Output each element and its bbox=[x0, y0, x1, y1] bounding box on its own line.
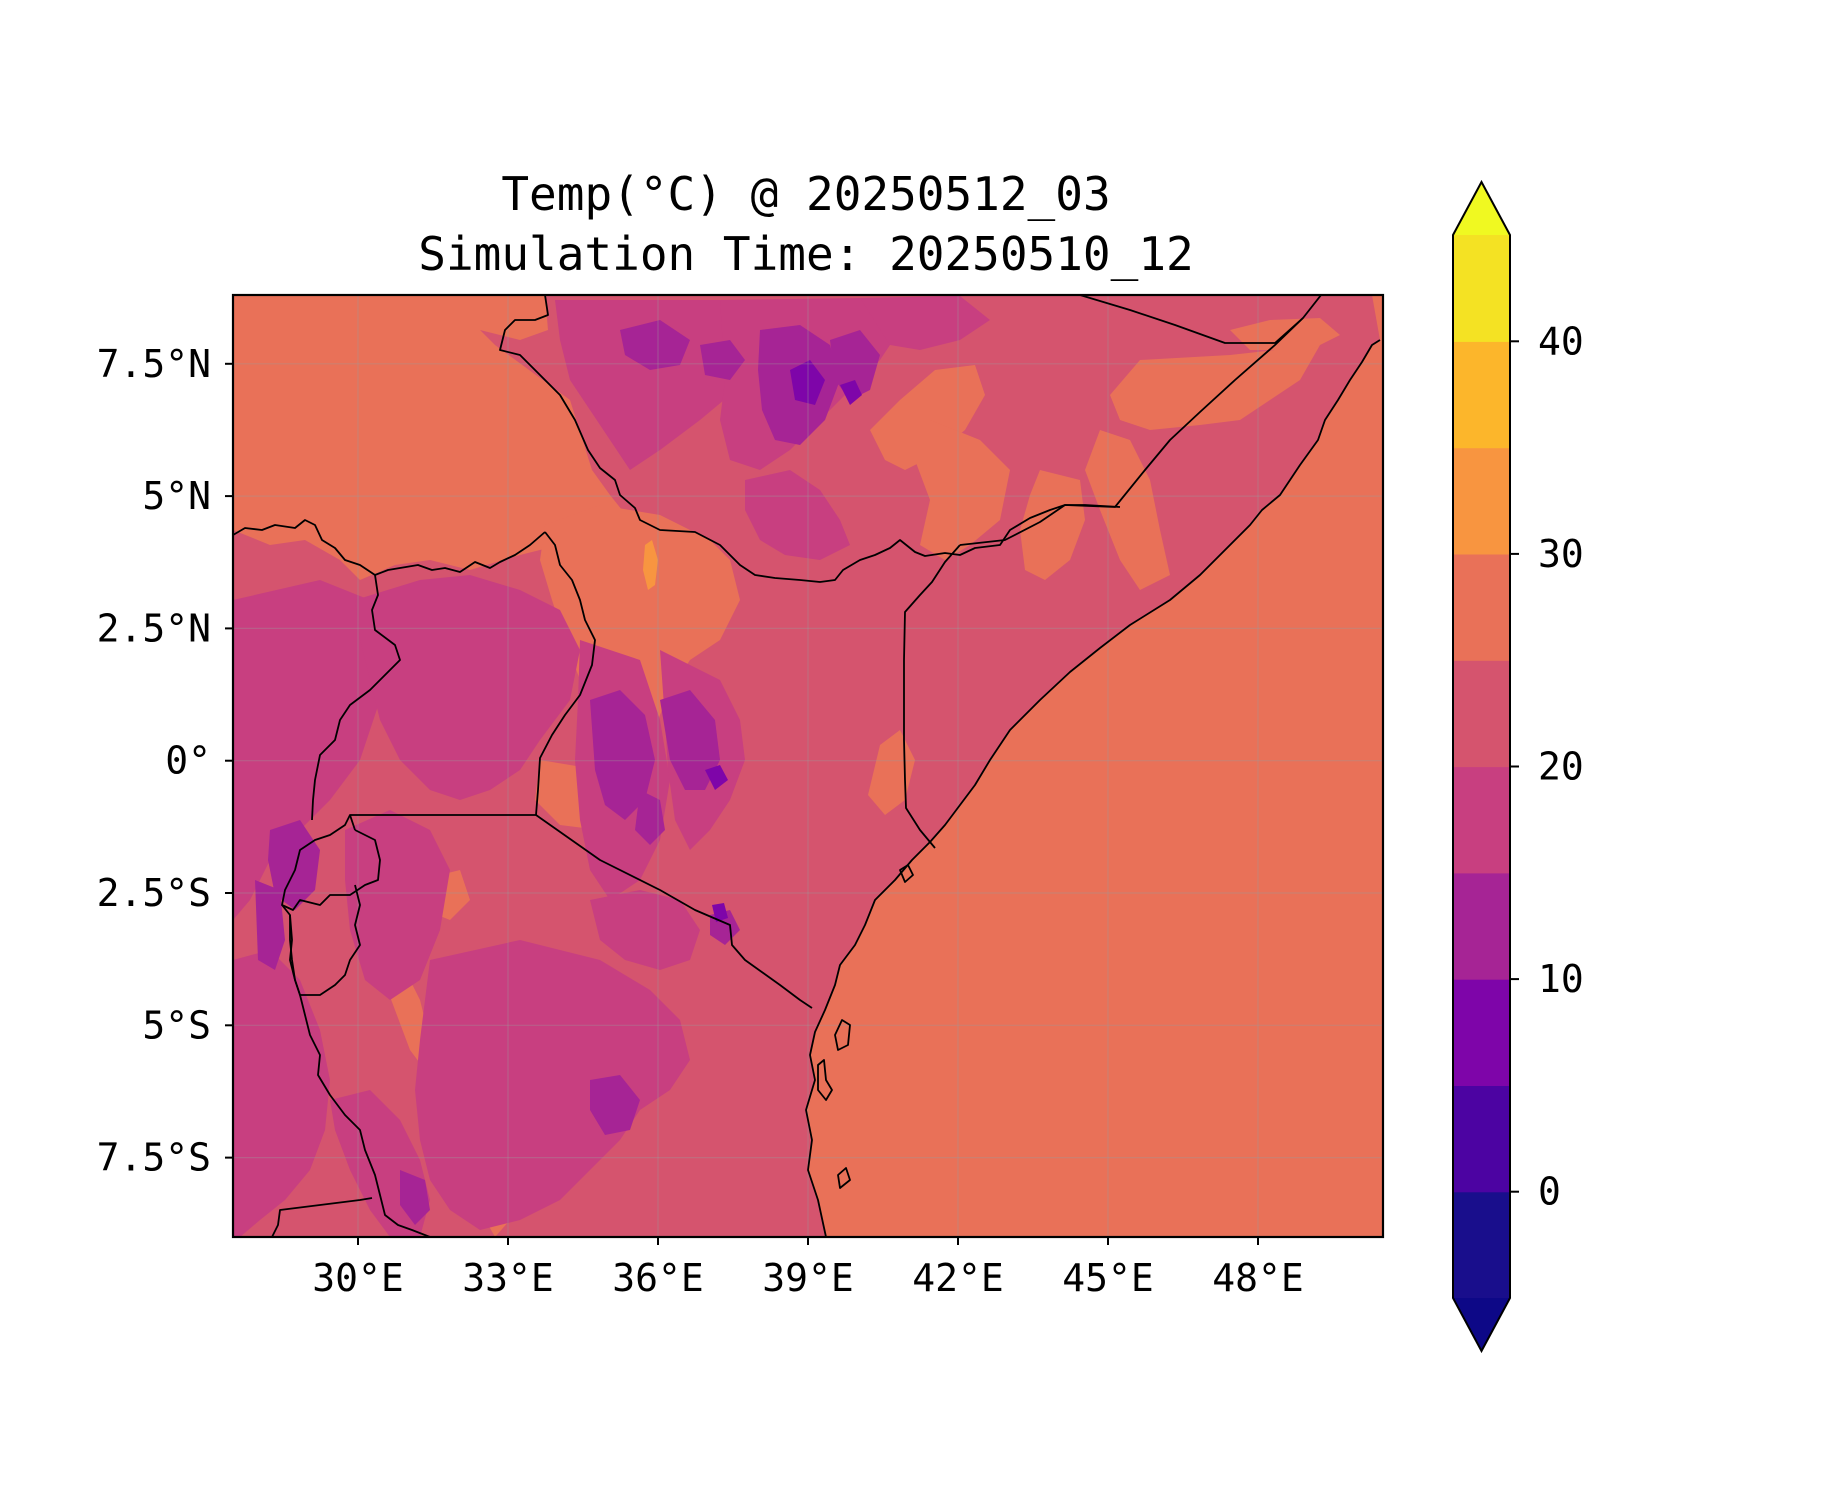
colorbar-band bbox=[1453, 660, 1510, 768]
island-zanzibar bbox=[834, 1019, 851, 1051]
longitude-ticks: 30°E 33°E 36°E 39°E 42°E 45°E 48°E bbox=[312, 1237, 1304, 1300]
coldest-peaks bbox=[705, 360, 862, 922]
colorbar-band bbox=[1453, 1085, 1510, 1193]
x-tick-label: 33°E bbox=[462, 1256, 554, 1300]
colorbar-band bbox=[1453, 766, 1510, 874]
y-tick-label: 5°N bbox=[142, 474, 211, 518]
colorbar-over-arrow bbox=[1453, 182, 1510, 235]
y-tick-label: 0° bbox=[165, 739, 211, 783]
country-borders bbox=[233, 295, 1381, 1237]
colorbar bbox=[1452, 179, 1511, 1354]
colorbar-band bbox=[1453, 553, 1510, 661]
border-south-sudan-ethiopia bbox=[499, 295, 1121, 583]
colorbar-band bbox=[1453, 1191, 1510, 1299]
colorbar-under-arrow bbox=[1453, 1298, 1510, 1351]
cold-highland-patches bbox=[255, 320, 880, 1225]
colorbar-band bbox=[1453, 235, 1510, 342]
coastline bbox=[805, 339, 1381, 1237]
border-burundi-tanzania bbox=[289, 884, 361, 996]
colorbar-band bbox=[1453, 979, 1510, 1086]
x-tick-label: 42°E bbox=[912, 1256, 1004, 1300]
border-drc-uganda bbox=[311, 574, 401, 821]
colorbar-band bbox=[1453, 872, 1510, 980]
border-zambia-tanzania bbox=[271, 1197, 373, 1237]
border-ethiopia-somalia bbox=[959, 295, 1323, 546]
x-tick-label: 30°E bbox=[312, 1256, 404, 1300]
border-rwanda-burundi bbox=[281, 814, 381, 911]
island-mafia bbox=[817, 1059, 833, 1101]
island-lamu bbox=[899, 864, 914, 883]
graticule-gridlines bbox=[233, 295, 1383, 1237]
border-tanzania-north bbox=[349, 814, 536, 831]
y-tick-label: 7.5°N bbox=[97, 342, 211, 386]
colorbar-tick-label: 20 bbox=[1538, 745, 1584, 789]
y-tick-label: 2.5°S bbox=[97, 871, 211, 915]
colorbar-tick-label: 10 bbox=[1538, 957, 1584, 1001]
border-kenya-tanzania bbox=[535, 814, 813, 1009]
border-uganda bbox=[535, 531, 596, 816]
colorbar-outline bbox=[1452, 179, 1511, 1354]
border-somaliland bbox=[1079, 295, 1304, 344]
latitude-ticks: 7.5°N 5°N 2.5°N 0° 2.5°S 5°S 7.5°S bbox=[97, 342, 233, 1180]
y-tick-label: 2.5°N bbox=[97, 606, 211, 650]
colorbar-tick-label: 0 bbox=[1538, 1170, 1561, 1214]
map-title: Temp(°C) @ 20250512_03 bbox=[501, 167, 1110, 221]
colorbar-tick-label: 30 bbox=[1538, 532, 1584, 576]
colorbar-tick-label: 40 bbox=[1538, 319, 1584, 363]
colorbar-ticks: 0 10 20 30 40 bbox=[1510, 319, 1584, 1214]
colorbar-band bbox=[1453, 447, 1510, 555]
map-axes bbox=[233, 295, 1383, 1237]
colorbar-band bbox=[1453, 341, 1510, 449]
border-south-sudan-north bbox=[233, 519, 546, 576]
hot-spot bbox=[643, 540, 658, 590]
x-tick-label: 39°E bbox=[762, 1256, 854, 1300]
x-tick-label: 48°E bbox=[1212, 1256, 1304, 1300]
island-south bbox=[837, 1167, 851, 1189]
x-tick-label: 45°E bbox=[1062, 1256, 1154, 1300]
border-kenya-somalia bbox=[903, 544, 961, 849]
x-tick-label: 36°E bbox=[612, 1256, 704, 1300]
y-tick-label: 7.5°S bbox=[97, 1136, 211, 1180]
border-lake-tanganyika bbox=[281, 904, 431, 1237]
map-subtitle: Simulation Time: 20250510_12 bbox=[418, 227, 1193, 281]
warm-land-regions bbox=[233, 295, 1340, 1237]
y-tick-label: 5°S bbox=[142, 1003, 211, 1047]
